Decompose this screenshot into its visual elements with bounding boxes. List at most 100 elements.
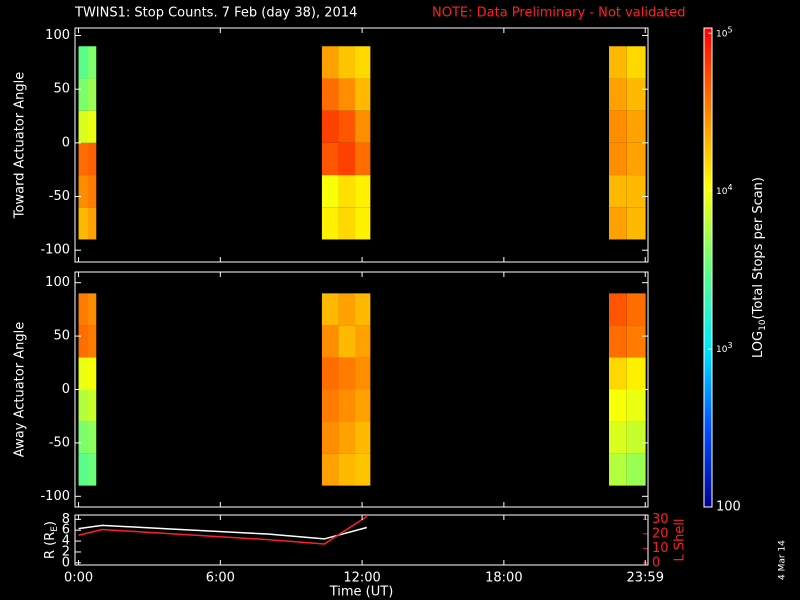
heat-cell [609, 421, 627, 454]
heat-cell [87, 357, 97, 390]
colorbar-step [704, 167, 712, 173]
heat-cell [626, 325, 646, 358]
tick-base: 10 [716, 187, 728, 197]
colorbar-step [704, 91, 712, 97]
plot-frame [74, 271, 649, 508]
colorbar-step [704, 491, 712, 496]
heat-cell [78, 421, 88, 454]
colorbar-step [704, 231, 712, 237]
heat-cell [626, 78, 646, 111]
colorbar-step [704, 187, 712, 193]
y-tick-label: 2 [62, 544, 70, 559]
date-stamp: 4 Mar 14 [778, 540, 788, 580]
heat-cell [78, 78, 88, 111]
plot-frame [74, 514, 649, 566]
colorbar-step [704, 139, 712, 145]
colorbar-step [704, 395, 712, 400]
colorbar-step [704, 211, 712, 217]
colorbar-step [704, 407, 712, 412]
series-line [78, 524, 368, 540]
colorbar-step [704, 263, 712, 268]
colorbar-step [704, 39, 712, 45]
tick-base: 10 [716, 29, 728, 39]
colorbar-step [704, 119, 712, 125]
colorbar-step [704, 311, 712, 316]
heat-cell [338, 453, 356, 486]
axis-label: LOG10(Total Stops per Scan) [751, 177, 768, 358]
colorbar-step [704, 179, 712, 185]
tick-exp: 4 [727, 183, 732, 192]
colorbar-step [704, 75, 712, 81]
heat-cell [338, 110, 356, 143]
heat-cell [87, 293, 97, 326]
colorbar-step [704, 175, 712, 181]
heat-cell [626, 421, 646, 454]
heat-cell [321, 142, 339, 176]
heat-cell [355, 78, 371, 111]
colorbar-step [704, 359, 712, 364]
heat-cell [321, 78, 339, 111]
tick-exp: 5 [727, 25, 732, 34]
colorbar-step [704, 295, 712, 300]
heat-cell [338, 78, 356, 111]
colorbar-step [704, 123, 712, 129]
heat-cell [87, 453, 97, 486]
colorbar-step [704, 155, 712, 161]
heat-cell [321, 389, 339, 422]
label-sub: 10 [758, 319, 768, 331]
y2-tick-label: 0 [652, 555, 660, 570]
y-tick-label: 100 [45, 275, 70, 290]
y-tick-label: -100 [40, 489, 70, 504]
y-axis-label: Away Actuator Angle [13, 322, 28, 457]
heat-cell [321, 110, 339, 143]
y-tick-label: 0 [62, 555, 70, 570]
colorbar-step [704, 135, 712, 141]
label-part: LOG [751, 331, 766, 358]
heat-cell [355, 142, 371, 176]
colorbar-step [704, 83, 712, 89]
heat-cell [78, 293, 88, 326]
colorbar-step [704, 199, 712, 205]
colorbar-step [704, 131, 712, 137]
heat-cell [78, 207, 88, 240]
colorbar-step [704, 283, 712, 288]
colorbar-step [704, 315, 712, 320]
colorbar-step [704, 423, 712, 428]
colorbar-step [704, 435, 712, 440]
heat-cell [626, 389, 646, 422]
colorbar-step [704, 323, 712, 328]
heat-cell [87, 421, 97, 454]
heat-cell [321, 46, 339, 79]
colorbar-step [704, 227, 712, 233]
heat-cell [78, 142, 88, 176]
colorbar-step [704, 479, 712, 484]
heat-cell [626, 453, 646, 486]
heat-cell [87, 110, 97, 143]
colorbar-step [704, 63, 712, 69]
colorbar-step [704, 31, 712, 37]
colorbar-step [704, 467, 712, 472]
x-tick-label: 12:00 [343, 571, 380, 586]
heat-cell [338, 421, 356, 454]
y-tick-label: 4 [62, 534, 70, 549]
colorbar-tick-label: 100 [716, 500, 741, 515]
y2-tick-label: 30 [652, 512, 669, 527]
colorbar-step [704, 251, 712, 257]
colorbar-step [704, 171, 712, 177]
colorbar-tick-label: 103 [716, 341, 733, 355]
plot-frame [74, 27, 649, 263]
colorbar-step [704, 319, 712, 324]
colorbar-step [704, 28, 712, 33]
heat-cell [78, 175, 88, 208]
colorbar-step [704, 375, 712, 380]
colorbar-step [704, 99, 712, 105]
colorbar-step [704, 243, 712, 249]
colorbar-step [704, 239, 712, 245]
colorbar-step [704, 383, 712, 388]
colorbar-step [704, 503, 712, 508]
colorbar-step [704, 59, 712, 65]
colorbar-step [704, 195, 712, 201]
heat-cell [355, 175, 371, 208]
colorbar-step [704, 335, 712, 340]
colorbar-step [704, 299, 712, 304]
